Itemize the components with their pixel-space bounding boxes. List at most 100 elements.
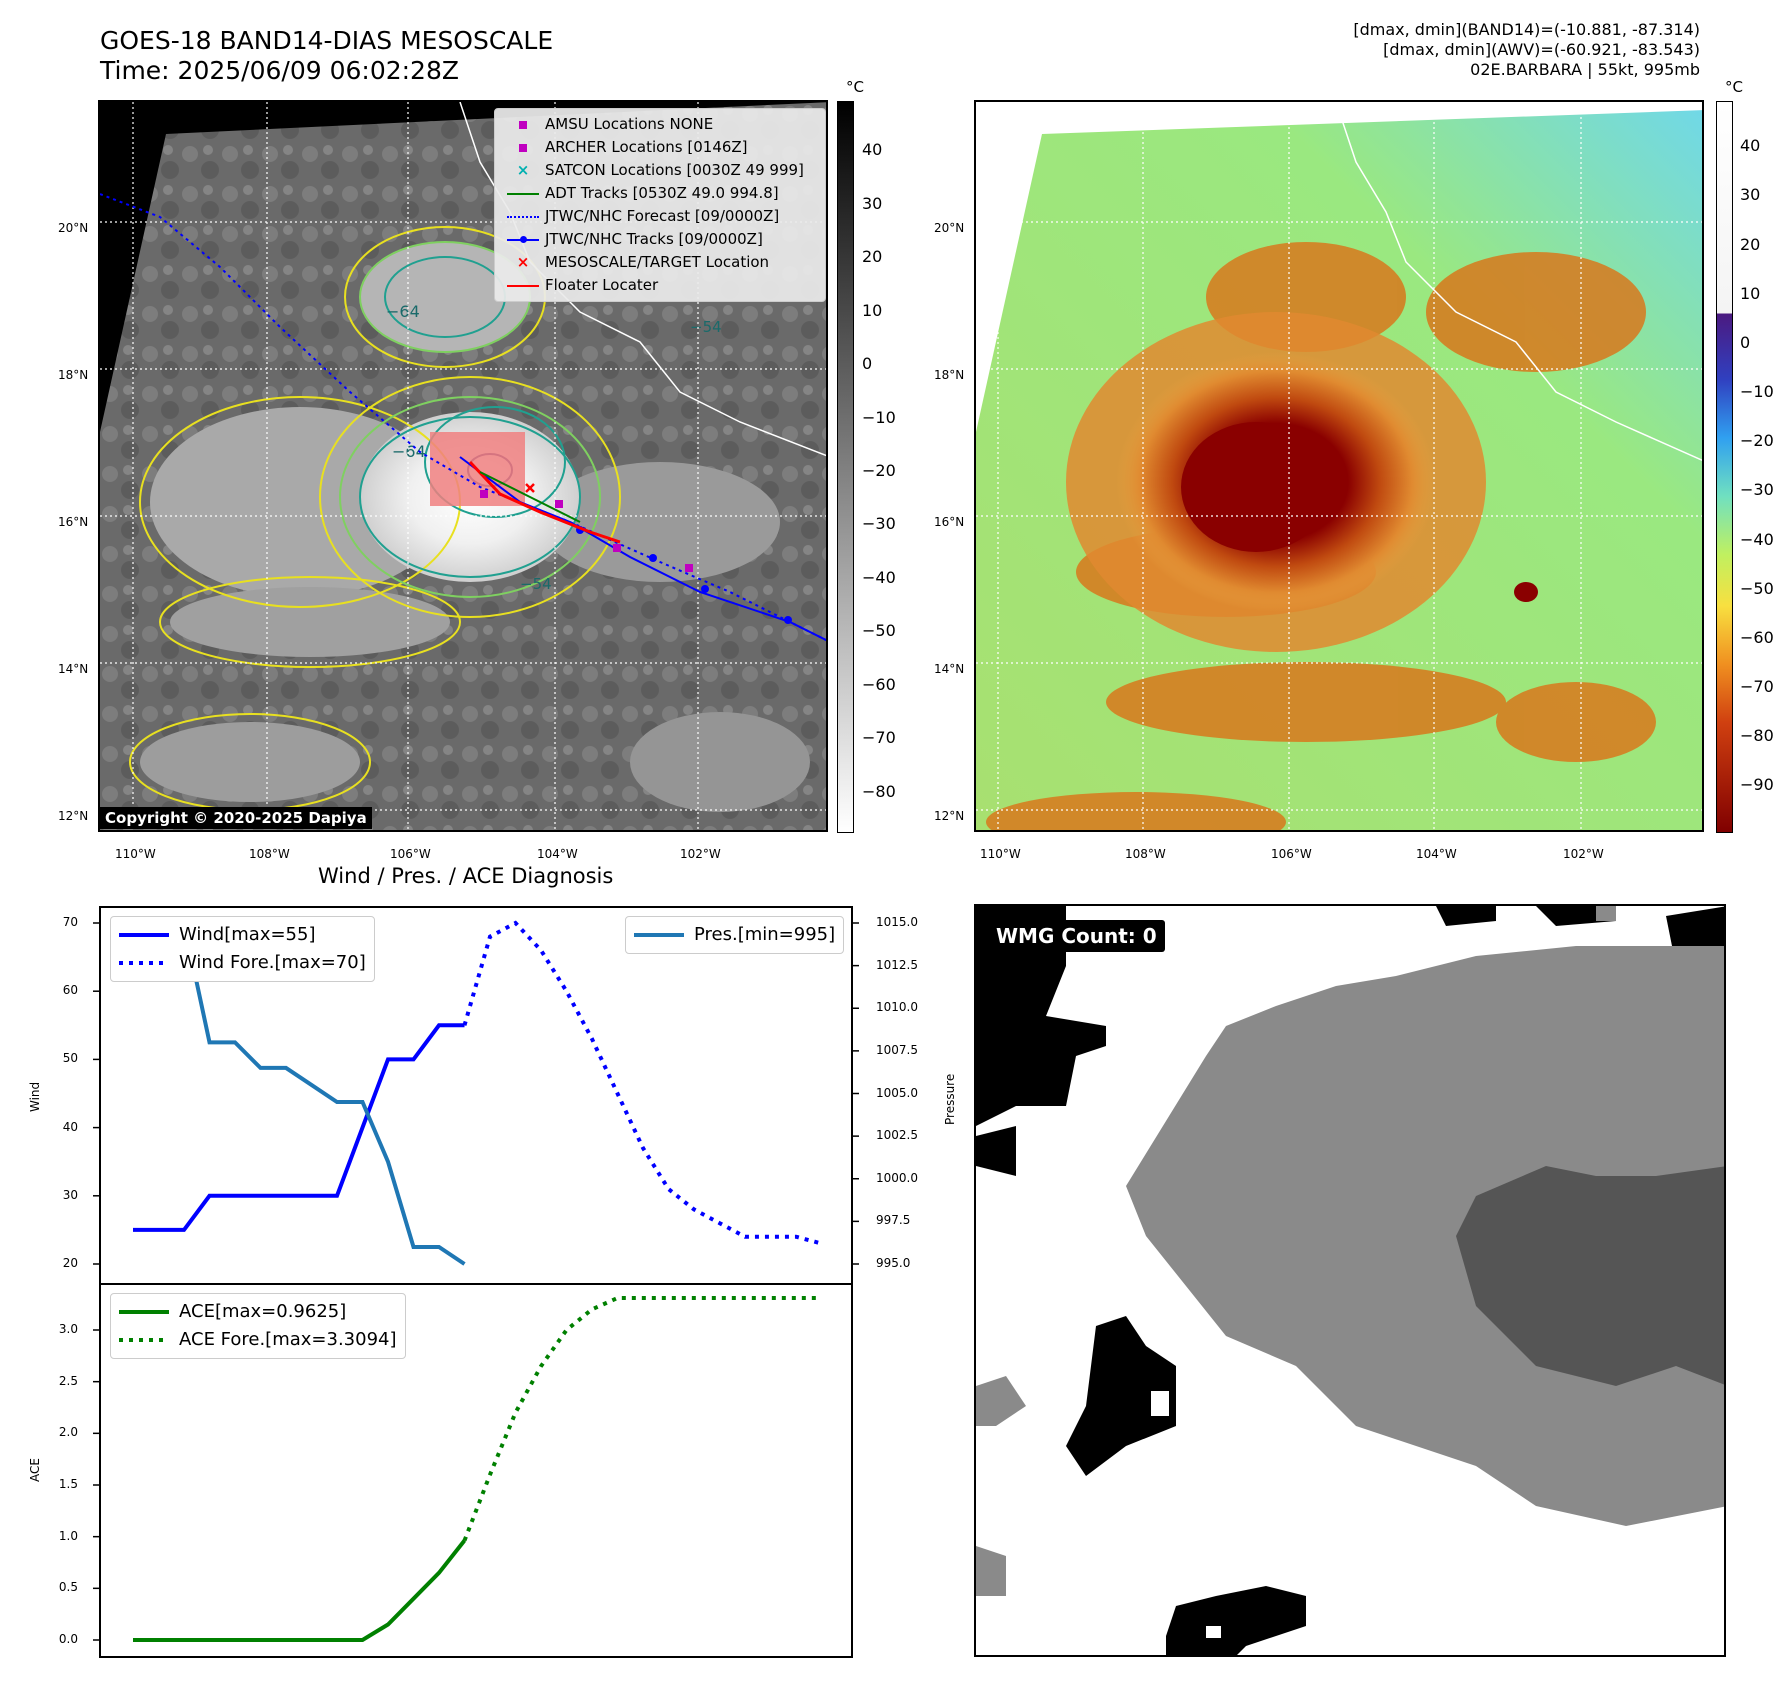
adt-track [479,471,581,523]
lat-label: 16°N [934,515,965,529]
map-gridlines [976,102,1702,830]
pressure-tick-label: 997.5 [876,1213,911,1228]
series-line [133,1023,465,1232]
colorbar-tick-label: 40 [862,140,883,160]
legend-item-forecast: JTWC/NHC Forecast [09/0000Z] [501,205,819,228]
forecast-track [100,193,826,642]
pressure-tick-label: 1002.5 [876,1128,918,1143]
coastline [459,102,826,457]
lat-label: 14°N [58,662,89,676]
lon-label: 106°W [1271,847,1312,861]
colorbar-tick-label: −80 [1740,726,1774,746]
contour-label: −64 [386,302,420,321]
line-icon [501,274,545,297]
wmg-image [976,906,1724,1655]
legend-item-adt: ADT Tracks [0530Z 49.0 994.8] [501,182,819,205]
ace-tick-label: 2.5 [58,1373,78,1388]
wind-tick-label: 70 [62,915,78,929]
pressure-tick-label: 1015.0 [876,915,918,929]
copyright-label: Copyright © 2020-2025 Dapiya [100,807,372,829]
series-line [462,920,823,1246]
ace-tick-label: 2.0 [58,1425,78,1440]
legend-wind-fore: Wind Fore.[max=70] [119,949,366,977]
colorbar-tick-label: 0 [862,354,873,374]
wind-legend: Wind[max=55] Wind Fore.[max=70] [110,916,375,982]
storm-info: [dmax, dmin](BAND14)=(-10.881, -87.314) … [1353,20,1700,80]
colorbar-tick-label: −80 [862,781,896,801]
colorbar-tick-label: 0 [1740,332,1751,352]
lon-label: 104°W [1416,847,1457,861]
colorbar-tick-label: 40 [1740,136,1761,156]
x-marker-icon: × [516,253,530,271]
legend-item-satcon: × SATCON Locations [0030Z 49 999] [501,159,819,182]
colorbar-tick-label: −70 [862,728,896,748]
colorbar-tick-label: −20 [862,461,896,480]
pressure-tick-label: 1010.0 [876,1000,918,1015]
lon-label: 102°W [1563,847,1604,861]
info-awv: [dmax, dmin](AWV)=(-60.921, -83.543) [1383,40,1700,59]
solid-line-icon [634,933,684,937]
lat-label: 18°N [58,368,89,382]
lon-label: 102°W [680,847,721,861]
lat-label: 20°N [58,221,89,235]
diagnosis-title: Wind / Pres. / ACE Diagnosis [318,864,614,888]
awv-map-panel [974,100,1704,832]
ace-tick-label: 0.0 [58,1632,78,1646]
series-line [133,1539,467,1642]
colorbar-tick-label: −60 [862,674,896,694]
figure-time: Time: 2025/06/09 06:02:28Z [100,56,459,85]
lat-label: 12°N [934,809,965,823]
colorbar-tick-label: −50 [1740,578,1774,598]
lat-label: 14°N [934,662,965,676]
archer-points [480,490,693,572]
lat-label: 12°N [58,809,89,823]
colorbar-tick-label: −40 [862,567,896,587]
wind-tick-label: 30 [62,1187,78,1202]
wind-tick-label: 40 [62,1119,78,1134]
lon-label: 110°W [980,847,1021,861]
lon-label: 106°W [390,847,431,861]
legend-item-tracks: JTWC/NHC Tracks [09/0000Z] [501,228,819,251]
awv-map-image [976,102,1702,830]
dotted-line-icon [119,961,169,965]
legend-ace: ACE[max=0.9625] [119,1298,397,1326]
contour-label: −64 [392,442,426,461]
dotted-line-icon [119,1338,169,1342]
wind-axis-label: Wind [28,1081,42,1112]
legend-item-floater: Floater Locater [501,274,819,297]
dotted-line-icon [501,205,545,228]
colorbar-tick-label: −30 [862,514,896,534]
square-marker-icon [501,113,545,136]
lon-label: 104°W [537,847,578,861]
figure-title: GOES-18 BAND14-DIAS MESOSCALE [100,26,554,55]
ace-tick-label: 1.0 [58,1528,78,1543]
ace-axes [99,1283,853,1658]
colorbar-tick-label: −50 [862,621,896,641]
legend-wind: Wind[max=55] [119,921,366,949]
ace-axis-label: ACE [28,1458,42,1482]
ir-colorbar [837,101,854,833]
line-icon [501,182,545,205]
colorbar-tick-label: −30 [1740,480,1774,500]
solid-line-icon [119,933,169,937]
wmg-count-label: WMG Count: 0 [988,920,1165,952]
floater-track [468,460,621,544]
legend-pres: Pres.[min=995] [634,921,835,949]
pressure-tick-label: 1012.5 [876,957,918,972]
awv-colorbar-unit: °C [1725,78,1743,96]
map-legend: AMSU Locations NONE ARCHER Locations [01… [494,108,826,302]
info-storm: 02E.BARBARA | 55kt, 995mb [1470,60,1700,79]
colorbar-tick-label: −20 [1740,431,1774,451]
colorbar-tick-label: −10 [1740,382,1774,402]
colorbar-tick-label: −70 [1740,676,1774,696]
colorbar-tick-label: 10 [862,300,883,320]
legend-item-amsu: AMSU Locations NONE [501,113,819,136]
colorbar-tick-label: 10 [1740,283,1761,303]
ace-tick-label: 3.0 [58,1322,78,1336]
ace-tick-label: 1.5 [58,1477,78,1491]
colorbar-tick-label: 20 [1740,234,1761,254]
x-marker-icon: × [516,161,530,179]
solid-line-icon [119,1310,169,1314]
ir-colorbar-unit: °C [846,78,864,96]
